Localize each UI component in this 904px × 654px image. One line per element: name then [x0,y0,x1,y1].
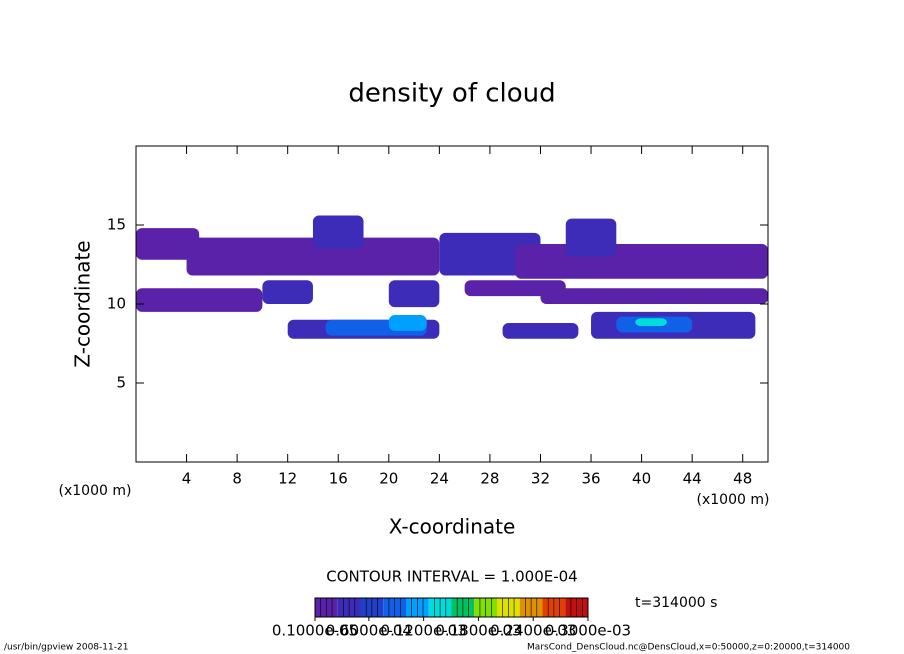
cloud-region [262,280,313,304]
x-tick-label: 12 [278,470,297,488]
colorbar-tick-label: 0.1200e-03 [381,622,467,640]
cloud-region [136,228,200,260]
x-tick-label: 32 [531,470,550,488]
colorbar-tick-label: 0.1000e-05 [272,622,358,640]
x-tick-label: 4 [182,470,192,488]
cloud-region [502,322,579,339]
x-tick-label: 40 [632,470,651,488]
x-tick-label: 24 [430,470,449,488]
x-tick-label: 16 [329,470,348,488]
x-tick-label: 20 [379,470,398,488]
footer-left: /usr/bin/gpview 2008-11-21 [4,643,128,653]
cloud-region [186,237,440,276]
colorbar-tick-label: 0.2400e-03 [490,622,576,640]
x-tick-label: 48 [733,470,752,488]
x-tick-label: 8 [232,470,242,488]
colorbar-tick-label: 0.1800e-03 [435,622,521,640]
cloud-region [635,318,667,327]
cloud-region [439,232,541,276]
cloud-region [388,315,427,331]
y-axis-label: Z-coordinate [71,240,95,367]
y-tick-label: 15 [107,216,126,234]
time-label: t=314000 s [635,595,717,611]
cloud-region [136,288,263,312]
cloud-region [565,218,617,257]
chart-title: density of cloud [348,79,555,109]
x-tick-label: 36 [581,470,600,488]
footer-right: MarsCond_DensCloud.nc@DensCloud,x=0:5000… [527,643,850,653]
x-unit-label: (x1000 m) [59,483,132,499]
colorbar-tick-label: 0.3000e-03 [545,622,631,640]
cloud-region [464,280,566,297]
y-tick-label: 5 [116,374,126,392]
cloud-region [540,288,768,304]
cloud-region [388,280,440,308]
x-tick-label: 28 [480,470,499,488]
x-tick-label: 44 [683,470,702,488]
x-axis-label: X-coordinate [389,515,516,539]
contour-note: CONTOUR INTERVAL = 1.000E-04 [326,568,577,586]
colorbar-tick-label: 0.6000e-04 [326,622,412,640]
y-tick-label: 10 [107,295,126,313]
colorbar-frame [314,597,589,618]
x-unit-label: (x1000 m) [697,492,770,508]
cloud-region [515,243,768,279]
cloud-region [312,215,364,249]
